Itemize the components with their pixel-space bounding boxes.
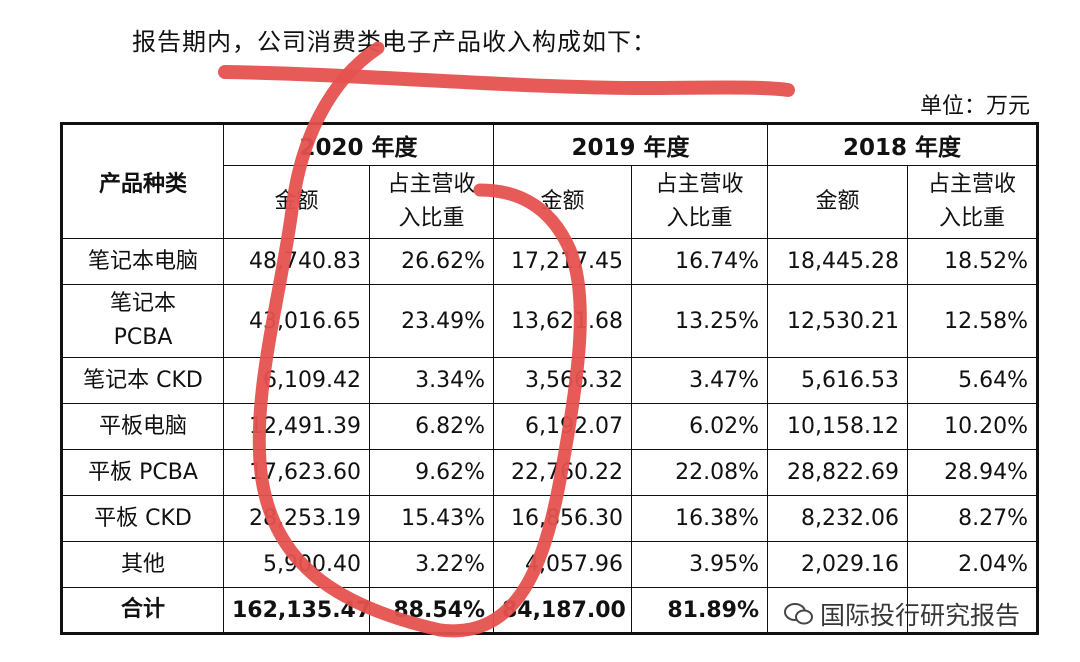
table-row: 平板 CKD 28,253.19 15.43% 16,856.30 16.38% 8,23…	[61, 495, 1038, 542]
category-cell: 笔记本 CKD	[61, 357, 224, 404]
total-cell	[767, 587, 908, 634]
category-cell: 平板电脑	[61, 403, 224, 450]
ratio-cell: 13.25%	[631, 284, 768, 358]
amount-cell: 5,616.53	[767, 357, 908, 404]
ratio-cell: 16.38%	[631, 495, 768, 542]
ratio-cell: 3.22%	[369, 541, 494, 588]
year-header-2018: 2018 年度	[767, 123, 1038, 166]
amount-cell: 28,822.69	[767, 449, 908, 496]
ratio-cell: 22.08%	[631, 449, 768, 496]
intro-text: 报告期内，公司消费类电子产品收入构成如下：	[132, 28, 657, 56]
total-cell: 81.89%	[631, 587, 768, 634]
amount-cell: 2,029.16	[767, 541, 908, 588]
total-label: 合计	[61, 587, 224, 634]
table-row: 笔记本 CKD 6,109.42 3.34% 3,566.32 3.47% 5,616.5…	[61, 357, 1038, 404]
revenue-table: 产品种类 2020 年度 2019 年度 2018 年度 金额 占主营收 入比重 …	[60, 122, 1039, 635]
total-cell: 162,135.47	[223, 587, 371, 634]
amount-cell: 4,057.96	[493, 541, 632, 588]
amount-cell: 10,158.12	[767, 403, 908, 450]
amount-header: 金额	[493, 165, 632, 239]
amount-cell: 6,192.07	[493, 403, 632, 450]
table-row: 其他 5,900.40 3.22% 4,057.96 3.95% 2,029.16 2.04…	[61, 541, 1038, 588]
amount-cell: 17,623.60	[223, 449, 370, 496]
ratio-cell: 5.64%	[907, 357, 1038, 404]
ratio-cell: 3.34%	[369, 357, 494, 404]
amount-cell: 16,856.30	[493, 495, 632, 542]
table-row: 笔记本 PCBA 43,016.65 23.49% 13,621.68 13.25% 12,…	[61, 284, 1038, 358]
ratio-cell: 9.62%	[369, 449, 494, 496]
table-row: 平板 PCBA 17,623.60 9.62% 22,760.22 22.08% 28,8…	[61, 449, 1038, 496]
ratio-header: 占主营收 入比重	[369, 165, 494, 239]
ratio-cell: 8.27%	[907, 495, 1038, 542]
table-row: 笔记本电脑 48,740.83 26.62% 17,217.45 16.74% 18,44…	[61, 238, 1038, 285]
total-cell: 84,187.00	[493, 587, 632, 634]
total-cell	[907, 587, 1038, 634]
amount-header: 金额	[223, 165, 370, 239]
amount-cell: 8,232.06	[767, 495, 908, 542]
amount-cell: 48,740.83	[223, 238, 370, 285]
amount-cell: 28,253.19	[223, 495, 370, 542]
amount-cell: 22,760.22	[493, 449, 632, 496]
ratio-cell: 2.04%	[907, 541, 1038, 588]
total-cell: 88.54%	[369, 587, 494, 634]
amount-cell: 43,016.65	[223, 284, 370, 358]
amount-cell: 18,445.28	[767, 238, 908, 285]
unit-label: 单位：万元	[919, 94, 1030, 119]
ratio-cell: 12.58%	[907, 284, 1038, 358]
amount-cell: 17,217.45	[493, 238, 632, 285]
marker-stroke-horizontal	[218, 65, 795, 97]
ratio-cell: 18.52%	[907, 238, 1038, 285]
amount-cell: 3,566.32	[493, 357, 632, 404]
ratio-cell: 3.95%	[631, 541, 768, 588]
ratio-cell: 3.47%	[631, 357, 768, 404]
ratio-cell: 16.74%	[631, 238, 768, 285]
ratio-cell: 23.49%	[369, 284, 494, 358]
ratio-cell: 6.82%	[369, 403, 494, 450]
amount-header: 金额	[767, 165, 908, 239]
category-header: 产品种类	[61, 123, 224, 239]
amount-cell: 13,621.68	[493, 284, 632, 358]
amount-cell: 6,109.42	[223, 357, 370, 404]
watermark-text: 国际投行研究报告	[820, 601, 1021, 630]
revenue-table-container: 产品种类 2020 年度 2019 年度 2018 年度 金额 占主营收 入比重 …	[60, 122, 1039, 635]
table-row: 平板电脑 12,491.39 6.82% 6,192.07 6.02% 10,158.12…	[61, 403, 1038, 450]
ratio-cell: 15.43%	[369, 495, 494, 542]
watermark: 国际投行研究报告	[784, 596, 1020, 632]
ratio-cell: 28.94%	[907, 449, 1038, 496]
category-cell: 笔记本 PCBA	[61, 284, 224, 358]
wechat-icon	[784, 603, 813, 625]
amount-cell: 5,900.40	[223, 541, 370, 588]
ratio-cell: 10.20%	[907, 403, 1038, 450]
year-header-2020: 2020 年度	[223, 123, 494, 166]
amount-cell: 12,530.21	[767, 284, 908, 358]
ratio-cell: 6.02%	[631, 403, 768, 450]
year-header-2019: 2019 年度	[493, 123, 768, 166]
category-cell: 平板 CKD	[61, 495, 224, 542]
amount-cell: 12,491.39	[223, 403, 370, 450]
category-cell: 平板 PCBA	[61, 449, 224, 496]
category-cell: 笔记本电脑	[61, 238, 224, 285]
category-cell: 其他	[61, 541, 224, 588]
ratio-header: 占主营收 入比重	[907, 165, 1038, 239]
ratio-cell: 26.62%	[369, 238, 494, 285]
ratio-header: 占主营收 入比重	[631, 165, 768, 239]
